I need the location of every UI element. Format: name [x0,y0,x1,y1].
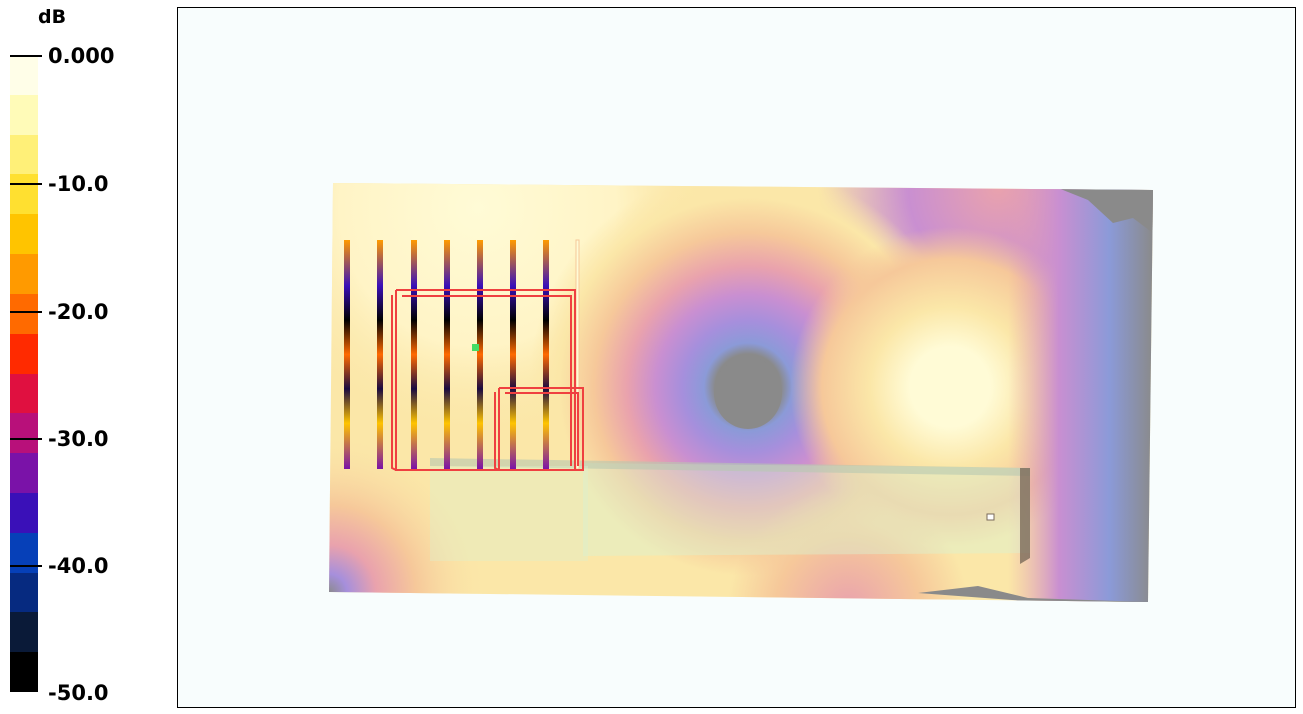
legend-swatch [10,612,38,653]
legend-swatch [10,254,38,294]
speaker-column[interactable] [411,240,417,469]
wireframe-box-small[interactable] [498,387,584,471]
legend-label-30: -30.0 [48,427,109,451]
3d-viewport[interactable] [177,7,1296,708]
legend-tick [10,565,42,567]
legend-swatch [10,572,38,613]
legend-label-10: -10.0 [48,172,109,196]
legend-unit-label: dB [38,6,67,28]
legend-label-0: 0.000 [48,44,115,68]
floor-edge [430,458,1030,476]
legend-label-40: -40.0 [48,554,109,578]
sound-field-render[interactable] [178,8,1297,709]
speaker-column[interactable] [344,240,350,469]
legend-tick [10,438,42,440]
legend-label-20: -20.0 [48,300,109,324]
wireframe-box-small-side[interactable] [494,392,500,471]
heatmap-surface [329,183,1153,602]
legend-tick [10,55,42,57]
legend-swatch [10,55,38,95]
wireframe-box-large-inner[interactable] [402,295,572,466]
legend-swatch [10,174,38,215]
wall-edge [1020,468,1030,564]
legend-tick [10,311,42,313]
color-scale-legend: dB 0.000 -10.0 -20.0 -30.0 -40.0 -50.0 [0,0,175,714]
speaker-column[interactable] [377,240,383,469]
speaker-column[interactable] [510,240,516,469]
speaker-column[interactable] [543,240,549,469]
selection-wireframes[interactable] [391,289,584,471]
floor-plane [583,463,1030,556]
legend-swatch [10,134,38,175]
legend-label-50: -50.0 [48,681,109,705]
color-scale-bar [10,55,38,692]
legend-swatch [10,333,38,374]
speaker-column[interactable] [477,240,483,469]
legend-swatch [10,293,38,334]
legend-swatch [10,413,38,454]
legend-swatch [10,94,38,135]
legend-swatch [10,652,38,692]
speaker-column[interactable] [444,240,450,469]
legend-swatch [10,214,38,255]
floor-plane-left [430,466,588,561]
legend-swatch [10,453,38,493]
receiver-marker[interactable] [986,513,995,521]
legend-swatch [10,373,38,414]
legend-tick [10,183,42,185]
legend-swatch [10,492,38,533]
wireframe-box-small-inner[interactable] [505,392,579,466]
wireframe-box-large-side[interactable] [391,295,397,471]
listener-marker[interactable] [472,344,479,351]
